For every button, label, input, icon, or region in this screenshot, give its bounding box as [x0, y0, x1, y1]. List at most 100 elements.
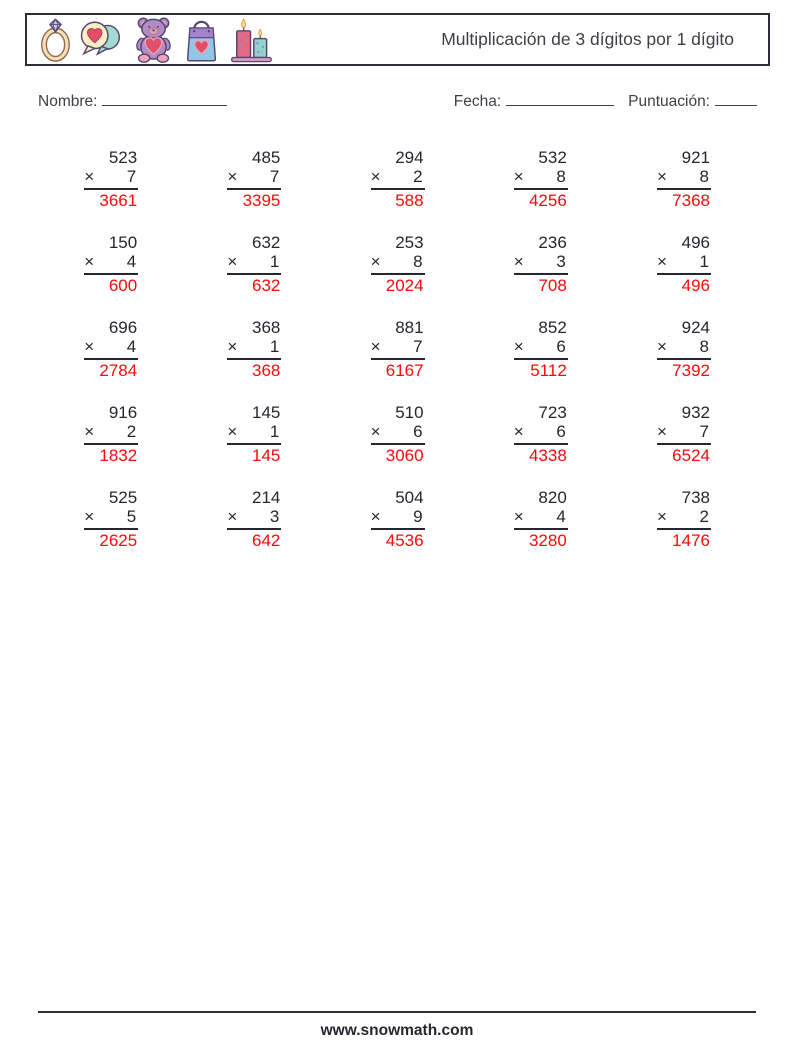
multiplication-problem: 852 × 6 5112: [513, 318, 568, 380]
ring-icon: [41, 17, 70, 62]
name-label: Nombre:: [38, 93, 98, 110]
answer: 632: [227, 273, 282, 295]
multiplier-row: × 7: [84, 167, 138, 186]
multiplier: 7: [269, 167, 280, 186]
multiplication-problem: 932 × 7 6524: [656, 403, 711, 465]
answer: 5112: [513, 358, 568, 380]
multiplier: 2: [126, 422, 137, 441]
multiplier-row: × 7: [657, 422, 711, 441]
score-label: Puntuación:: [628, 93, 710, 110]
teddy-bear-icon: [136, 17, 171, 63]
footer-divider: [38, 1011, 756, 1013]
multiplicand: 921: [681, 148, 710, 167]
candles-icon: [231, 17, 272, 62]
multiply-sign: ×: [513, 507, 524, 526]
multiply-sign: ×: [227, 252, 238, 271]
multiply-sign: ×: [656, 422, 667, 441]
multiplier-row: × 3: [227, 507, 281, 526]
multiplier: 6: [413, 422, 423, 441]
multiplicand: 881: [395, 318, 424, 337]
multiplier: 4: [556, 507, 566, 526]
multiplication-problem: 696 × 4 2784: [84, 318, 139, 380]
answer: 1476: [656, 528, 711, 550]
answer: 588: [370, 188, 425, 210]
header-icons: [27, 15, 274, 64]
multiply-sign: ×: [227, 507, 238, 526]
multiplier: 6: [556, 337, 566, 356]
multiply-sign: ×: [370, 507, 381, 526]
multiplier-row: × 6: [514, 422, 568, 441]
multiply-sign: ×: [656, 507, 667, 526]
answer: 3661: [84, 188, 139, 210]
multiplicand: 510: [395, 403, 424, 422]
multiply-sign: ×: [84, 167, 95, 186]
multiply-sign: ×: [84, 337, 95, 356]
answer: 2024: [370, 273, 425, 295]
multiplication-problem: 504 × 9 4536: [370, 488, 425, 550]
header-box: Multiplicación de 3 dígitos por 1 dígito: [25, 13, 770, 66]
multiplier: 8: [413, 252, 423, 271]
multiplicand: 294: [395, 148, 424, 167]
multiplication-problem: 253 × 8 2024: [370, 233, 425, 295]
multiplication-problem: 294 × 2 588: [370, 148, 425, 210]
multiplicand: 253: [395, 233, 424, 252]
gift-bag-icon: [186, 20, 217, 62]
worksheet-title: Multiplicación de 3 dígitos por 1 dígito: [441, 29, 734, 49]
multiply-sign: ×: [84, 252, 95, 271]
multiply-sign: ×: [513, 337, 524, 356]
multiplication-problem: 820 × 4 3280: [513, 488, 568, 550]
multiply-sign: ×: [370, 167, 381, 186]
answer: 1832: [84, 443, 139, 465]
answer: 2625: [84, 528, 139, 550]
multiplier: 2: [699, 507, 709, 526]
multiplier-row: × 6: [514, 337, 568, 356]
date-field: Fecha:: [454, 92, 615, 111]
date-blank-line: [506, 92, 615, 106]
multiplicand: 150: [108, 233, 138, 252]
multiplier: 7: [126, 167, 137, 186]
multiplicand: 504: [395, 488, 424, 507]
multiplicand: 496: [681, 233, 710, 252]
multiplier-row: × 4: [84, 252, 138, 271]
multiplier-row: × 8: [371, 252, 425, 271]
multiply-sign: ×: [513, 422, 524, 441]
multiplication-problem: 510 × 6 3060: [370, 403, 425, 465]
multiplier-row: × 3: [514, 252, 568, 271]
multiplication-problem: 150 × 4 600: [84, 233, 139, 295]
multiplier-row: × 6: [371, 422, 425, 441]
multiplication-problem: 921 × 8 7368: [656, 148, 711, 210]
multiplier: 3: [556, 252, 566, 271]
multiplication-problem: 532 × 8 4256: [513, 148, 568, 210]
answer: 7392: [656, 358, 711, 380]
multiplier: 7: [413, 337, 423, 356]
multiply-sign: ×: [227, 422, 238, 441]
fields-row: Nombre: Fecha: Puntuación:: [38, 92, 757, 111]
multiplier-row: × 8: [657, 167, 711, 186]
chat-bubbles-icon: [80, 21, 121, 56]
multiplier-row: × 8: [514, 167, 568, 186]
multiply-sign: ×: [513, 167, 524, 186]
multiplier-row: × 2: [84, 422, 138, 441]
multiplication-problem: 924 × 8 7392: [656, 318, 711, 380]
answer: 368: [227, 358, 282, 380]
multiplicand: 368: [252, 318, 281, 337]
multiplier-row: × 2: [657, 507, 711, 526]
multiplier: 7: [699, 422, 709, 441]
multiplication-problem: 368 × 1 368: [227, 318, 282, 380]
multiplier-row: × 9: [371, 507, 425, 526]
answer: 3280: [513, 528, 568, 550]
multiplication-problem: 485 × 7 3395: [227, 148, 282, 210]
problems-grid: 523 × 7 3661 485 × 7 3395 294 × 2 588 53…: [38, 148, 754, 550]
multiplier-row: × 2: [371, 167, 425, 186]
multiplier-row: × 1: [227, 252, 281, 271]
multiplier-row: × 7: [227, 167, 281, 186]
multiplier: 6: [556, 422, 566, 441]
multiplicand: 525: [108, 488, 138, 507]
multiply-sign: ×: [227, 167, 238, 186]
multiplier: 1: [269, 422, 280, 441]
website-text: www.snowmath.com: [320, 1022, 474, 1039]
score-field: Puntuación:: [628, 92, 757, 111]
answer: 496: [656, 273, 711, 295]
answer: 7368: [656, 188, 711, 210]
multiplier-row: × 8: [657, 337, 711, 356]
